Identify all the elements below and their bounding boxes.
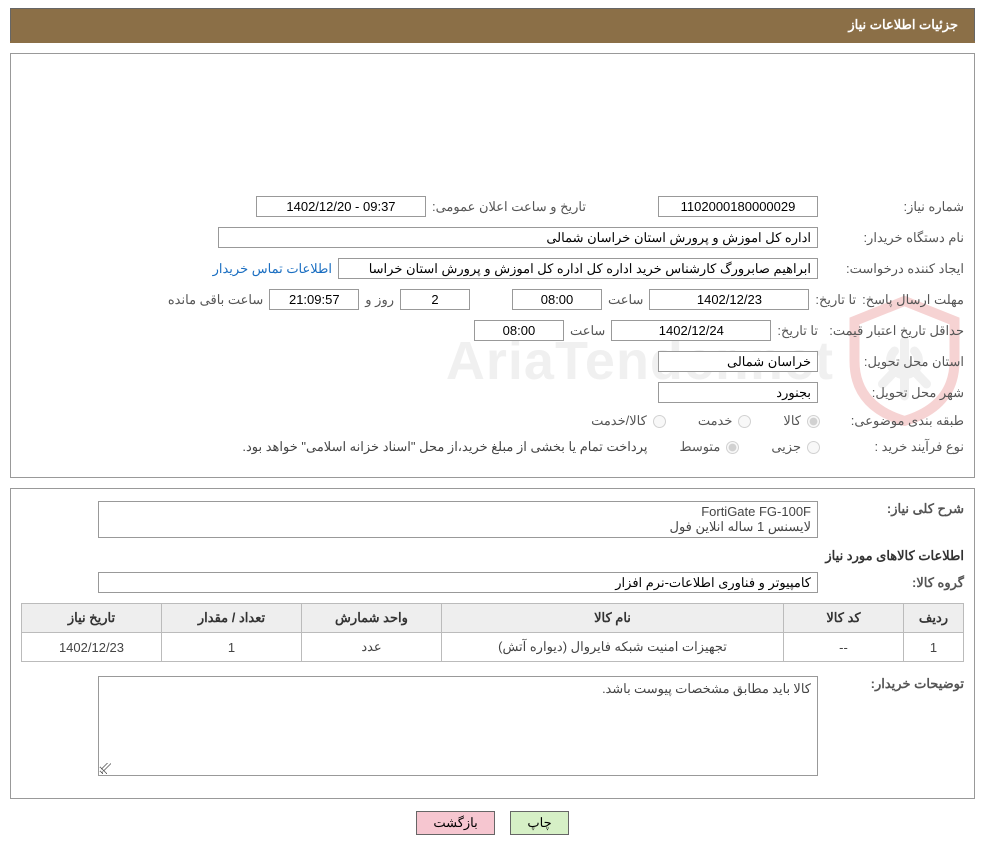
th-code: کد کالا [784,604,904,633]
row-general-need: شرح کلی نیاز: FortiGate FG-100F لایسنس 1… [21,501,964,538]
need-line2: لایسنس 1 ساله انلاین فول [105,519,811,535]
class-both: کالا/خدمت [591,413,647,429]
class-label: طبقه بندی موضوعی: [824,413,964,429]
purchase-partial: جزیی [771,439,801,455]
need-no-field [658,196,818,217]
radio-service [738,415,751,428]
items-table: ردیف کد کالا نام کالا واحد شمارش تعداد /… [21,603,964,662]
deadline-label: مهلت ارسال پاسخ: [862,292,964,308]
contact-link[interactable]: اطلاعات تماس خریدار [213,261,332,277]
countdown-field [269,289,359,310]
general-need-label: شرح کلی نیاز: [824,501,964,517]
cell-code: -- [784,633,904,662]
radio-both [653,415,666,428]
cell-unit: عدد [302,633,442,662]
cell-name: تجهیزات امنیت شبکه فایروال (دیواره آتش) [442,633,784,662]
row-buyer-org: نام دستگاه خریدار: [21,227,964,248]
buyer-org-field [218,227,818,248]
th-qty: تعداد / مقدار [162,604,302,633]
time-label-2: ساعت [570,323,605,339]
need-panel: شرح کلی نیاز: FortiGate FG-100F لایسنس 1… [10,488,975,799]
days-count-field [400,289,470,310]
row-city: شهر محل تحویل: [21,382,964,403]
header-rule [10,41,975,43]
th-date: تاریخ نیاز [22,604,162,633]
row-min-valid: حداقل تاریخ اعتبار قیمت: تا تاریخ: ساعت [21,320,964,341]
table-header-row: ردیف کد کالا نام کالا واحد شمارش تعداد /… [22,604,964,633]
announce-field [256,196,426,217]
print-button[interactable]: چاپ [510,811,568,835]
deadline-date-field [649,289,809,310]
th-unit: واحد شمارش [302,604,442,633]
back-button[interactable]: بازگشت [416,811,494,835]
min-valid-label: حداقل تاریخ اعتبار قیمت: [824,323,964,339]
row-group: گروه کالا: [21,572,964,593]
th-row: ردیف [904,604,964,633]
class-goods: کالا [783,413,801,429]
buyer-org-label: نام دستگاه خریدار: [824,230,964,246]
deadline-time-field [512,289,602,310]
row-need-no: شماره نیاز: تاریخ و ساعت اعلان عمومی: [21,196,964,217]
group-label: گروه کالا: [824,575,964,591]
days-and-label: روز و [365,292,394,308]
panel-title: جزئیات اطلاعات نیاز [848,17,958,32]
purchase-medium: متوسط [679,439,720,455]
need-no-label: شماره نیاز: [824,199,964,215]
to-date-label: تا تاریخ: [815,292,856,308]
cell-row: 1 [904,633,964,662]
radio-goods [807,415,820,428]
need-line1: FortiGate FG-100F [105,504,811,519]
city-label: شهر محل تحویل: [824,385,964,401]
group-field [98,572,818,593]
purchase-type-label: نوع فرآیند خرید : [824,439,964,455]
payment-note: پرداخت تمام یا بخشی از مبلغ خرید،از محل … [242,439,647,455]
th-name: نام کالا [442,604,784,633]
row-purchase-type: نوع فرآیند خرید : جزیی متوسط پرداخت تمام… [21,439,964,455]
buyer-note-label: توضیحات خریدار: [824,676,964,692]
row-classification: طبقه بندی موضوعی: کالا خدمت کالا/خدمت [21,413,964,429]
buyer-note-text: کالا باید مطابق مشخصات پیوست باشد. [602,681,811,696]
panel-header: جزئیات اطلاعات نیاز [10,8,975,41]
items-section-title: اطلاعات کالاهای مورد نیاز [21,548,964,564]
to-date-label-2: تا تاریخ: [777,323,818,339]
province-label: استان محل تحویل: [824,354,964,370]
province-field [658,351,818,372]
radio-medium [726,441,739,454]
buyer-note-box[interactable]: کالا باید مطابق مشخصات پیوست باشد. [98,676,818,776]
announce-label: تاریخ و ساعت اعلان عمومی: [432,199,586,215]
row-province: استان محل تحویل: [21,351,964,372]
requester-field [338,258,818,279]
min-valid-date-field [611,320,771,341]
general-need-box: FortiGate FG-100F لایسنس 1 ساله انلاین ف… [98,501,818,538]
table-row: 1 -- تجهیزات امنیت شبکه فایروال (دیواره … [22,633,964,662]
min-valid-time-field [474,320,564,341]
remaining-label: ساعت باقی مانده [168,292,263,308]
row-deadline: مهلت ارسال پاسخ: تا تاریخ: ساعت روز و سا… [21,289,964,310]
row-requester: ایجاد کننده درخواست: اطلاعات تماس خریدار [21,258,964,279]
time-label-1: ساعت [608,292,643,308]
details-panel: AriaTender.net شماره نیاز: تاریخ و ساعت … [10,53,975,478]
row-buyer-note: توضیحات خریدار: کالا باید مطابق مشخصات پ… [21,676,964,776]
radio-partial [807,441,820,454]
cell-date: 1402/12/23 [22,633,162,662]
button-row: چاپ بازگشت [0,811,985,835]
city-field [658,382,818,403]
class-service: خدمت [698,413,733,429]
requester-label: ایجاد کننده درخواست: [824,261,964,277]
cell-qty: 1 [162,633,302,662]
